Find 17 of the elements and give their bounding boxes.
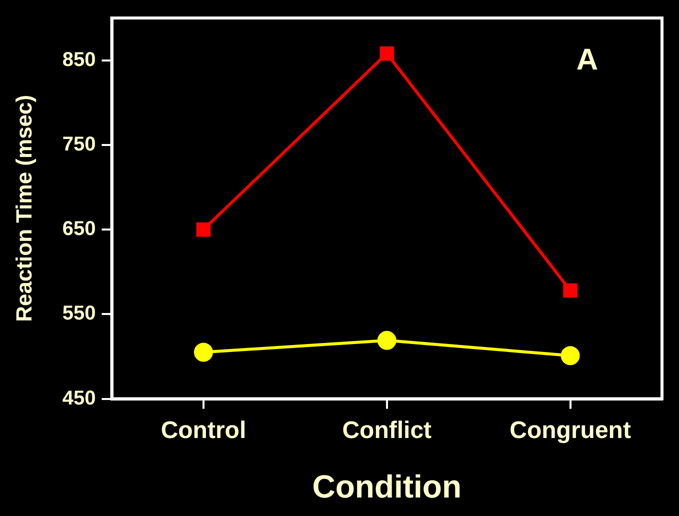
x-axis-title: Condition [312, 468, 462, 505]
y-tick-label: 550 [62, 302, 96, 325]
point [377, 330, 396, 350]
y-tick-label: 450 [62, 387, 96, 410]
x-tick-label: Conflict [342, 416, 432, 444]
x-tick-label: Congruent [510, 416, 631, 444]
y-axis-title: Reaction Time (msec) [11, 94, 36, 322]
x-tick-label: Control [160, 416, 246, 444]
point [563, 283, 578, 298]
annotation: A [576, 43, 598, 76]
y-tick-label: 750 [62, 133, 96, 156]
point [194, 342, 213, 362]
point [380, 46, 394, 61]
point [560, 346, 580, 366]
y-tick-label: 850 [62, 48, 96, 71]
point [196, 222, 211, 237]
y-tick-label: 650 [62, 218, 96, 240]
